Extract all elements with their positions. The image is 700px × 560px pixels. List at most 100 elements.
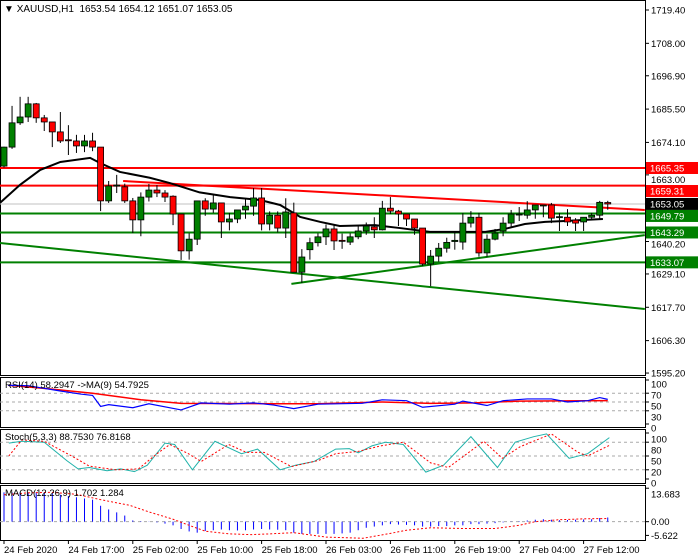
candle-body	[209, 202, 217, 210]
support-trendline	[291, 234, 645, 285]
candle	[515, 207, 523, 222]
candle	[499, 217, 507, 237]
rsi-ma-line	[7, 384, 608, 405]
candle-body	[564, 216, 571, 223]
stoch-signal-line	[8, 433, 610, 471]
candle-body	[177, 213, 185, 252]
collapse-triangle-icon[interactable]: ▼	[4, 4, 14, 15]
time-tick-label: 25 Feb 02:00	[133, 545, 189, 556]
candle-body	[403, 213, 410, 220]
resistance-trendline	[123, 180, 645, 211]
candle-body	[354, 230, 362, 238]
candle	[475, 212, 483, 257]
candle-body	[411, 218, 418, 229]
symbol-label: XAUUSD,H1	[16, 4, 74, 15]
price-tick-label: 1606.30	[651, 336, 685, 347]
candle	[129, 197, 137, 234]
candle-body	[81, 140, 88, 147]
candle-body	[362, 225, 370, 232]
candle-body	[588, 214, 596, 218]
candle	[604, 200, 612, 210]
rsi-tick-label: 50	[651, 402, 662, 413]
candle	[596, 200, 604, 220]
candle-body	[161, 192, 169, 198]
candle-body	[523, 209, 531, 216]
candle-body	[475, 216, 483, 254]
candle-body	[459, 222, 467, 243]
candle	[539, 204, 547, 218]
candle-body	[435, 247, 443, 257]
candle	[572, 218, 579, 231]
current-price-tag-bg	[646, 197, 698, 210]
candle	[419, 227, 427, 267]
macd-title: MACD(12,26,9) 1.702 1.284	[5, 488, 124, 499]
high-value: 1654.12	[118, 4, 155, 15]
candle	[491, 228, 499, 241]
candle	[330, 225, 338, 250]
candle-body	[105, 185, 113, 202]
candle	[73, 134, 80, 153]
candle-body	[73, 140, 80, 147]
candle	[250, 188, 257, 216]
candle	[274, 211, 282, 233]
candle-body	[306, 242, 314, 251]
candle-body	[298, 256, 306, 273]
candle	[201, 198, 209, 216]
candle-body	[499, 222, 507, 232]
candle	[290, 202, 298, 273]
candle	[137, 192, 145, 237]
level-price-tag: 1665.35	[650, 163, 684, 174]
candle-body	[266, 214, 274, 225]
current-price-tag: 1653.05	[650, 199, 684, 210]
candle	[16, 96, 24, 125]
candle-body	[427, 255, 435, 265]
candle	[580, 216, 587, 231]
candle-body	[193, 200, 201, 240]
candle-body	[89, 140, 96, 148]
candle-body	[370, 226, 378, 231]
rsi-tick-label: 30	[651, 413, 662, 424]
candle	[169, 195, 177, 226]
candle	[65, 125, 72, 155]
candle-body	[250, 197, 257, 207]
candle-body	[330, 228, 338, 242]
candle	[459, 213, 467, 250]
price-tick-label: 1719.40	[651, 6, 685, 17]
candle	[225, 212, 233, 231]
level-price-tag: 1659.31	[650, 186, 684, 197]
candle	[161, 190, 169, 203]
time-tick-label: 26 Feb 03:00	[326, 545, 382, 556]
candle	[443, 237, 451, 253]
price-tick-label: 1685.50	[651, 105, 685, 116]
candle	[209, 195, 217, 213]
price-tick-label: 1640.20	[651, 239, 685, 250]
candle-body	[604, 202, 612, 205]
price-tick-label: 1595.20	[651, 369, 685, 380]
candle-body	[386, 207, 394, 212]
candle	[314, 233, 322, 247]
rsi-tick-label: 0	[651, 424, 656, 435]
candle	[8, 105, 16, 149]
price-tick-label: 1663.00	[651, 175, 685, 186]
candle-body	[48, 121, 56, 133]
candle-body	[258, 197, 266, 225]
candle	[177, 213, 185, 260]
candle-body	[153, 189, 161, 194]
candle	[346, 233, 354, 246]
candle	[48, 121, 56, 148]
low-value: 1651.07	[157, 4, 194, 15]
candle-body	[201, 200, 209, 210]
candle	[531, 204, 539, 219]
level-price-tag-bg	[646, 184, 698, 197]
candle	[483, 234, 491, 257]
candle-body	[24, 103, 32, 118]
candle	[266, 211, 274, 231]
candle-body	[451, 239, 459, 242]
time-tick-label: 27 Feb 04:00	[519, 545, 575, 556]
candle	[121, 183, 129, 203]
level-price-tag-bg	[646, 161, 698, 174]
candle	[548, 202, 555, 224]
candle-body	[548, 204, 555, 219]
